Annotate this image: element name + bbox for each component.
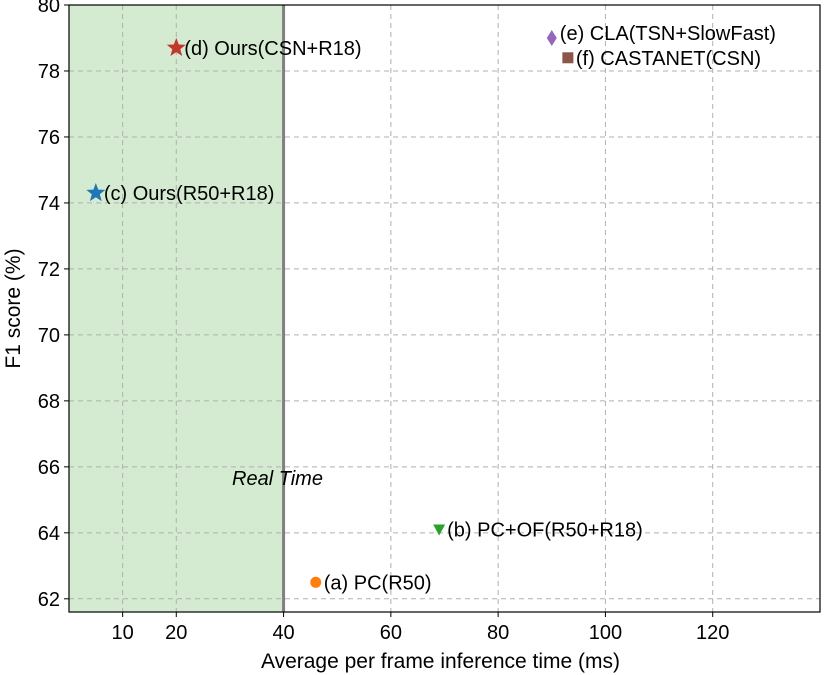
- data-points: (a) PC(R50) (b) PC+OF(R50+R18) (c) Ours(R5…: [86, 23, 776, 594]
- x-axis-title: Average per frame inference time (ms): [261, 650, 620, 673]
- x-tick-label: 80: [487, 622, 509, 644]
- x-tick-label: 10: [112, 622, 134, 644]
- y-tick-label: 68: [38, 391, 60, 413]
- y-tick-label: 78: [38, 61, 60, 83]
- data-point-marker: [562, 52, 574, 64]
- data-point-label: (e) CLA(TSN+SlowFast): [560, 23, 776, 45]
- y-tick-label: 76: [38, 127, 60, 149]
- y-tick-label: 66: [38, 457, 60, 479]
- data-point-marker: [86, 183, 106, 202]
- data-point-marker: [310, 576, 322, 588]
- x-tick-label: 120: [696, 622, 729, 644]
- x-tick-label: 60: [380, 622, 402, 644]
- axes-frame: [68, 4, 821, 613]
- data-point-label: (b) PC+OF(R50+R18): [447, 520, 643, 542]
- axis-ticks: 10 20 40 60 80 100 120 62 64 66 68 70 72 74 76 78 80: [38, 0, 730, 644]
- real-time-label: Real Time: [232, 468, 323, 490]
- y-tick-label: 70: [38, 325, 60, 347]
- x-tick-label: 40: [272, 622, 294, 644]
- data-point-label: (c) Ours(R50+R18): [104, 183, 275, 205]
- y-axis-title: F1 score (%): [2, 248, 25, 368]
- plot-frame: [68, 4, 821, 613]
- y-tick-label: 74: [38, 193, 60, 215]
- data-point-marker: [433, 524, 446, 536]
- data-point-label: (d) Ours(CSN+R18): [184, 38, 361, 60]
- x-tick-label: 20: [165, 622, 187, 644]
- data-point-marker: [546, 29, 557, 46]
- data-point-label: (a) PC(R50): [324, 572, 432, 594]
- y-tick-label: 72: [38, 259, 60, 281]
- x-tick-label: 100: [589, 622, 622, 644]
- y-tick-label: 80: [38, 0, 60, 17]
- y-tick-label: 62: [38, 589, 60, 611]
- data-point-label: (f) CASTANET(CSN): [576, 48, 761, 70]
- data-point-marker: [166, 37, 186, 56]
- y-tick-label: 64: [38, 523, 60, 545]
